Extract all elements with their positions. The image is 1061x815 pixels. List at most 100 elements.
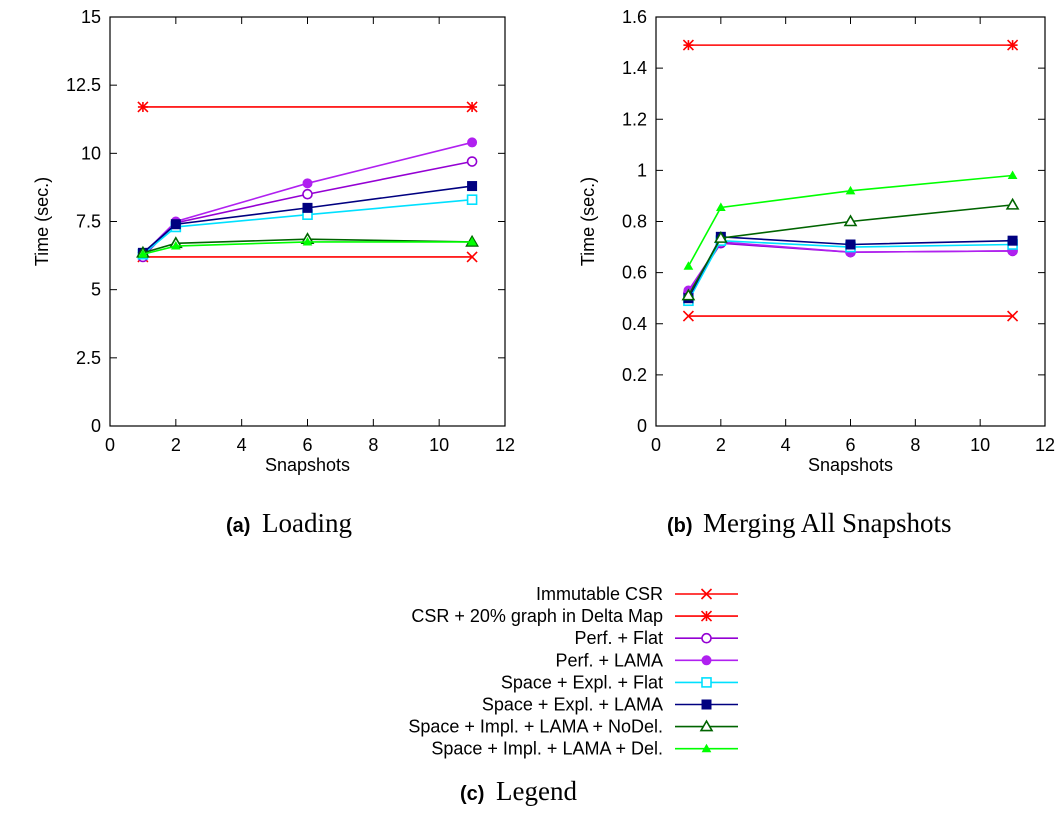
chart-a-xlabel: Snapshots	[265, 455, 350, 475]
chart-a-point	[466, 194, 478, 205]
chart-a-point	[467, 137, 478, 148]
chart-b-point	[845, 239, 856, 250]
chart-a-point	[170, 241, 181, 250]
legend-entry-label: CSR + 20% graph in Delta Map	[411, 606, 663, 626]
chart-b-ytick-label: 1	[637, 160, 647, 180]
legend-entry-marker	[701, 699, 712, 710]
chart-a-ylabel: Time (sec.)	[32, 177, 52, 266]
caption-b-tag: (b)	[667, 515, 693, 537]
chart-a-ytick-label: 2.5	[76, 348, 101, 368]
legend-entry-marker	[701, 677, 712, 688]
chart-b-point	[1005, 197, 1020, 210]
chart-a-ytick-label: 5	[91, 280, 101, 300]
chart-a-xtick-label: 4	[237, 435, 247, 455]
chart-a-series-0	[137, 251, 478, 263]
caption-c-text: Legend	[496, 776, 577, 806]
chart-a-plot-frame	[109, 16, 506, 427]
chart-b-series-6	[681, 197, 1020, 301]
chart-b-point	[682, 39, 694, 51]
legend-entry-label: Perf. + Flat	[574, 628, 663, 648]
chart-b-xtick-label: 4	[781, 435, 791, 455]
chart-b-point	[682, 310, 694, 322]
chart-a-point	[302, 188, 313, 200]
legend-entry-marker	[701, 632, 712, 644]
chart-b-ytick-label: 0.2	[622, 365, 647, 385]
chart-b-ytick-label: 0.8	[622, 212, 647, 232]
caption-c-tag: (c)	[460, 783, 484, 805]
legend-entry-label: Immutable CSR	[536, 584, 663, 604]
chart-b-point	[681, 288, 696, 301]
chart-a-xtick-label: 2	[171, 435, 181, 455]
chart-loading: 0 2 4 6 8 10 12 0 2.5 5 7.5 10 12.5 15 Snapshots Time (…	[32, 7, 515, 475]
legend-entry-label: Space + Expl. + LAMA	[482, 695, 663, 715]
chart-merging: 0 2 4 6 8 10 12 0 0.2 0.4 0.6 0.8 1 1.2 1.4 1.6 Snapshot…	[578, 7, 1055, 475]
chart-b-xtick-label: 10	[970, 435, 990, 455]
chart-a-point	[138, 249, 148, 258]
legend-entry-marker	[699, 719, 714, 732]
chart-b-point	[713, 231, 728, 243]
chart-b-point	[715, 202, 726, 211]
caption-a-text: Loading	[262, 508, 352, 538]
chart-b-ytick-label: 1.6	[622, 7, 647, 27]
chart-b-xtick-label: 8	[910, 435, 920, 455]
chart-b-xtick-label: 2	[716, 435, 726, 455]
chart-b-xlabel: Snapshots	[808, 455, 893, 475]
chart-b-series-line	[687, 174, 1013, 267]
chart-b-xtick-label: 0	[651, 435, 661, 455]
chart-b-ytick-label: 0.6	[622, 263, 647, 283]
legend-entry-marker	[700, 610, 713, 622]
legend-entry-marker	[701, 743, 712, 753]
chart-a-xtick-label: 12	[495, 435, 515, 455]
chart-a-xtick-label: 0	[105, 435, 115, 455]
chart-b-xtick-label: 6	[845, 435, 855, 455]
chart-b-series-1	[682, 39, 1019, 51]
caption-b-text: Merging All Snapshots	[703, 508, 952, 538]
chart-b-series-line	[687, 239, 1013, 302]
chart-a-series-line	[142, 241, 473, 255]
legend-entry-label: Space + Impl. + LAMA + NoDel.	[408, 717, 663, 737]
legend-entry-label: Space + Impl. + LAMA + Del.	[431, 739, 663, 759]
chart-a-point	[467, 236, 477, 246]
legend-entry-marker	[701, 655, 712, 666]
chart-a-ytick-label: 7.5	[76, 212, 101, 232]
chart-a-point	[467, 181, 478, 192]
chart-a-ytick-label: 12.5	[66, 75, 101, 95]
chart-b-ylabel: Time (sec.)	[578, 177, 598, 266]
chart-b-point	[1007, 235, 1018, 246]
chart-b-ytick-label: 1.2	[622, 109, 647, 129]
legend-entry-label: Space + Expl. + Flat	[501, 672, 663, 692]
chart-a-point	[170, 219, 181, 230]
chart-a-series-line	[142, 198, 473, 255]
chart-a-point	[302, 178, 313, 189]
chart-b-point	[1007, 39, 1019, 51]
chart-a-xtick-label: 6	[302, 435, 312, 455]
chart-a-series-line	[142, 185, 473, 254]
chart-a-point	[466, 156, 478, 167]
chart-a-ytick-label: 10	[81, 143, 101, 163]
chart-b-point	[843, 214, 858, 227]
chart-a-series-1	[137, 101, 478, 113]
chart-a-point	[466, 251, 478, 263]
chart-a-series-7	[138, 236, 477, 258]
chart-b-series-line	[687, 204, 1013, 297]
chart-a-series-line	[142, 238, 473, 254]
chart-a-point	[466, 101, 478, 113]
chart-b-series-0	[682, 310, 1019, 322]
chart-a-ytick-label: 0	[91, 416, 101, 436]
chart-b-series-7	[683, 170, 1018, 270]
chart-a-xtick-label: 8	[368, 435, 378, 455]
chart-b-ytick-label: 0.4	[622, 314, 647, 334]
chart-a-xtick-label: 10	[429, 435, 449, 455]
chart-b-point	[1007, 170, 1018, 179]
chart-b-ytick-label: 0	[637, 416, 647, 436]
chart-a-point	[137, 101, 149, 113]
legend-entry-marker	[700, 588, 713, 600]
chart-a-ytick-label: 15	[81, 7, 101, 27]
caption-a-tag: (a)	[226, 515, 250, 537]
chart-b-point	[683, 261, 694, 270]
chart-b-xtick-label: 12	[1035, 435, 1055, 455]
chart-b-point	[1007, 310, 1019, 322]
chart-b-point	[845, 185, 856, 195]
